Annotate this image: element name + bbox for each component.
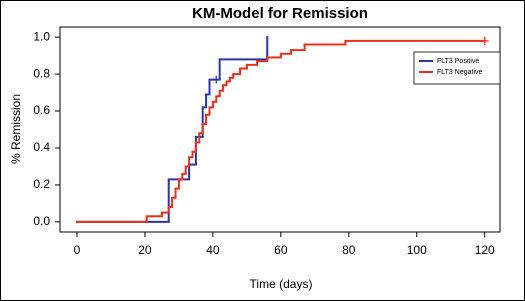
chart-title: KM-Model for Remission bbox=[192, 5, 368, 22]
legend-label: FLT3 Negative bbox=[437, 69, 482, 76]
x-axis-label: Time (days) bbox=[250, 277, 313, 291]
x-tick-label: 120 bbox=[475, 243, 495, 257]
legend-label: FLT3 Positive bbox=[437, 58, 479, 65]
y-axis-label: % Remission bbox=[9, 94, 23, 164]
censor-mark bbox=[212, 75, 221, 84]
y-tick-label: 0.8 bbox=[33, 66, 50, 80]
x-tick-label: 40 bbox=[206, 243, 220, 257]
legend-box bbox=[413, 51, 501, 85]
y-tick-label: 0.2 bbox=[33, 177, 50, 191]
y-tick-label: 0.4 bbox=[33, 140, 50, 154]
x-tick-label: 0 bbox=[74, 243, 81, 257]
plot-box bbox=[59, 26, 501, 233]
y-tick-label: 0.0 bbox=[33, 214, 50, 228]
x-tick-label: 60 bbox=[274, 243, 288, 257]
x-tick-label: 80 bbox=[342, 243, 356, 257]
y-tick-label: 1.0 bbox=[33, 29, 50, 43]
y-tick-label: 0.6 bbox=[33, 103, 50, 117]
censor-mark bbox=[480, 36, 489, 45]
x-tick-label: 100 bbox=[407, 243, 427, 257]
x-tick-label: 20 bbox=[138, 243, 152, 257]
